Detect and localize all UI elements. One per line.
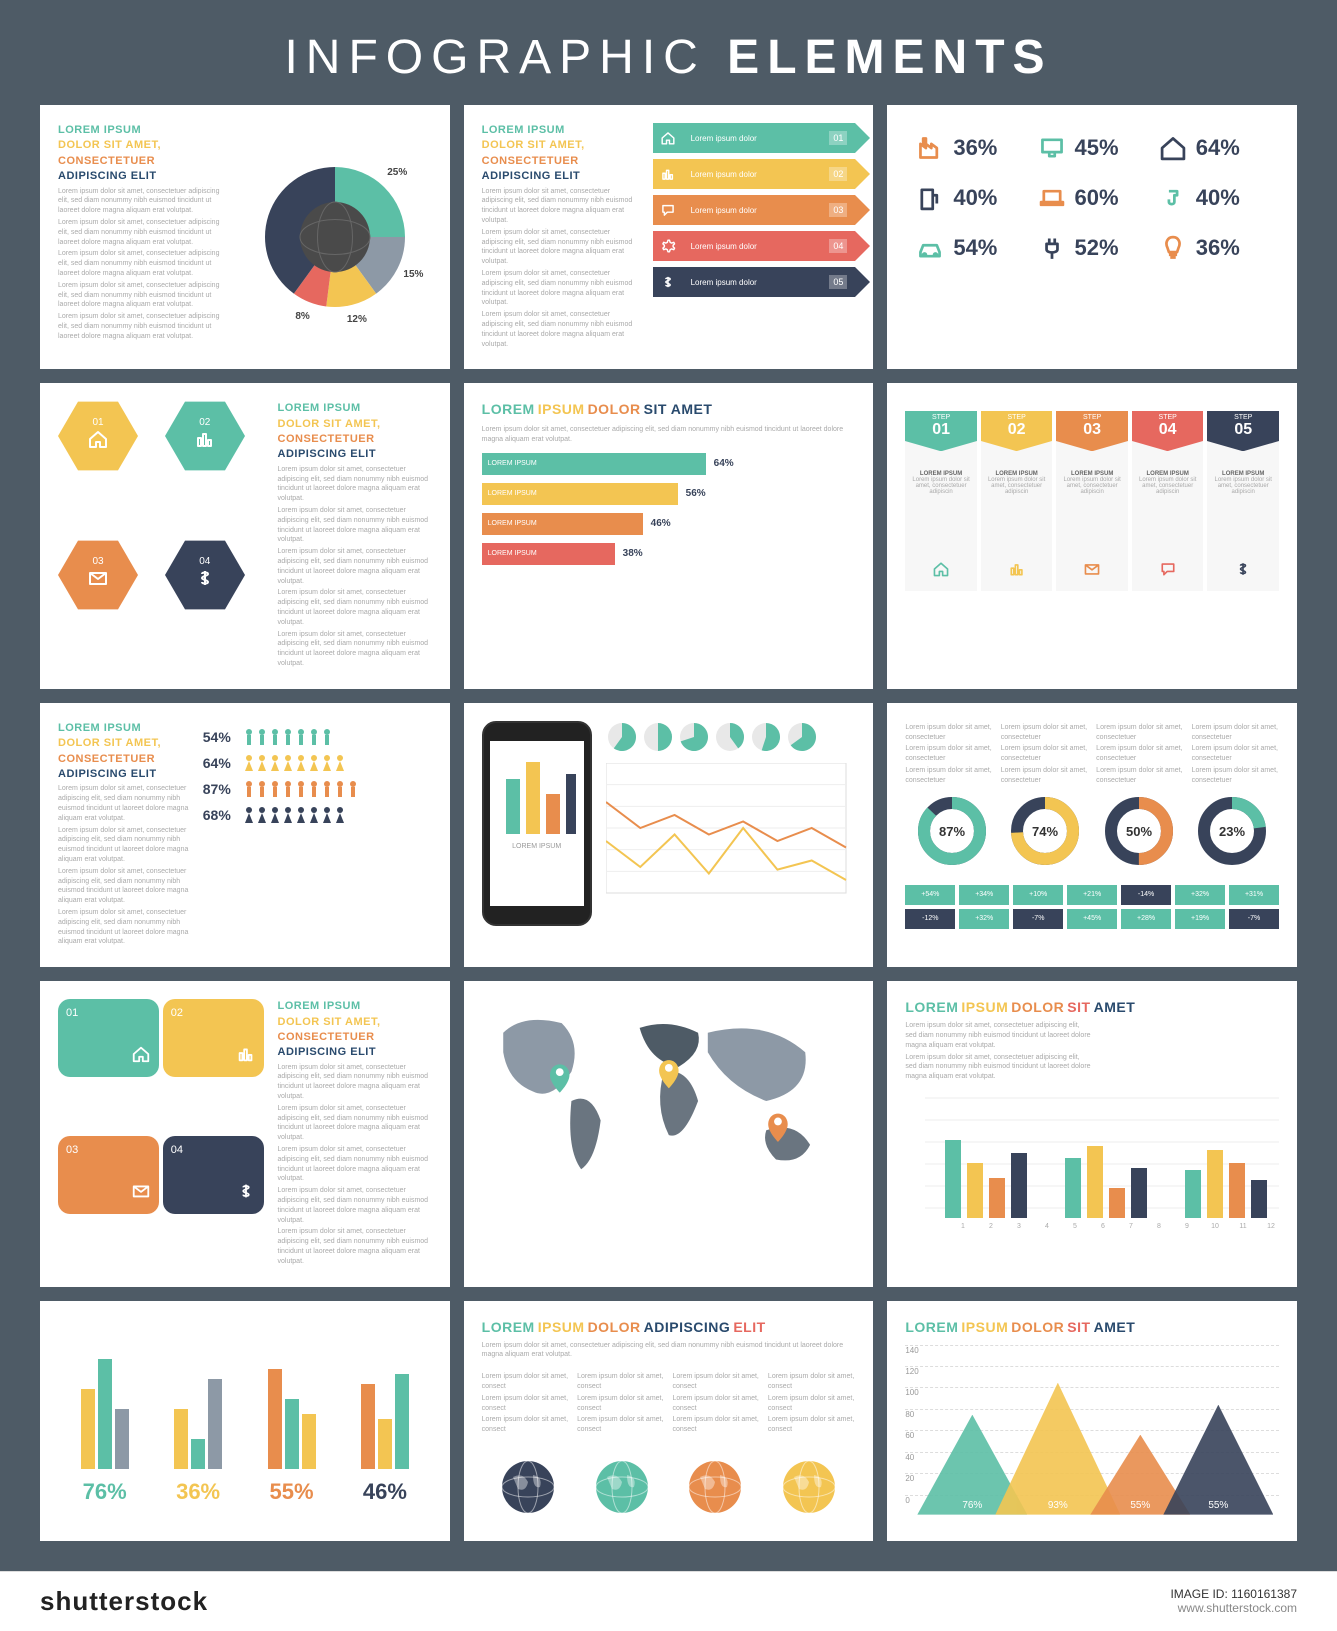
icon-pct-item: 36% [1158,233,1269,263]
hex-grid: 01020304 [58,401,264,671]
icon-pct-item: 52% [1037,233,1148,263]
card-donut: LOREM IPSUMDOLOR SIT AMET,CONSECTETUERAD… [40,105,450,369]
svg-text:87%: 87% [939,824,965,839]
svg-text:50%: 50% [1126,824,1152,839]
square-grid: 01020304 [58,999,264,1269]
title-row: LOREMIPSUMDOLORSIT AMET [482,401,856,417]
globe-row [482,1457,856,1522]
box-grid: +54%+34%+10%+21%-14%+32%+31%-12%+32%-7%+… [905,885,1279,929]
svg-text:4: 4 [1045,1223,1049,1228]
svg-text:8: 8 [1157,1223,1161,1228]
lorem-text: Lorem ipsum dolor sit amet, consectetuer… [905,1021,1092,1082]
title-row: LOREMIPSUMDOLORSITAMET [905,1319,1279,1335]
icon-pct-item: 36% [915,133,1026,163]
title-stack: LOREM IPSUMDOLOR SIT AMET,CONSECTETUERAD… [278,999,432,1061]
icon-pct-item: 45% [1037,133,1148,163]
phone-caption: LOREM IPSUM [498,843,576,850]
svg-text:12%: 12% [347,314,367,325]
image-id: 1160161387 [1231,1587,1297,1601]
footer-meta: IMAGE ID: 1160161387 www.shutterstock.co… [1170,1587,1297,1615]
title-stack: LOREM IPSUMDOLOR SIT AMET,CONSECTETUERAD… [482,123,639,185]
phone-frame: LOREM IPSUM [482,721,592,926]
lorem-text: Lorem ipsum dolor sit amet, consectetuer… [278,1063,432,1267]
svg-text:15%: 15% [403,269,423,280]
svg-text:7: 7 [1129,1223,1133,1228]
lorem-text: Lorem ipsum dolor sit amet, consectetuer… [482,187,639,350]
card-phone: LOREM IPSUM [464,703,874,967]
steps-row: STEP01LOREM IPSUMLorem ipsum dolor sit a… [905,411,1279,591]
world-map [474,991,864,1211]
card-hexagons: 01020304 LOREM IPSUMDOLOR SIT AMET,CONSE… [40,383,450,689]
svg-text:12: 12 [1267,1223,1275,1228]
people-rows: 54%64%87%68% [203,721,432,949]
lorem-text: Lorem ipsum dolor sit amet, consectetuer… [58,784,189,947]
card-world-map [464,981,874,1287]
svg-text:25%: 25% [387,167,407,178]
icon-pct-item: 40% [915,183,1026,213]
card-globes: LOREMIPSUMDOLORADIPISCINGELIT Lorem ipsu… [464,1301,874,1541]
line-chart [606,763,856,903]
svg-text:2: 2 [989,1223,993,1228]
svg-text:11: 11 [1240,1223,1247,1228]
title-light: INFOGRAPHIC [284,31,705,84]
card-arrows: LOREM IPSUMDOLOR SIT AMET,CONSECTETUERAD… [464,105,874,369]
svg-text:74%: 74% [1032,824,1058,839]
icon-pct-grid: 36% 45% 64% 40% 60% 40% 54% 52% 36% [905,123,1279,273]
footer-logo: shutterstock [40,1586,208,1617]
mini-pies [606,721,856,753]
pct-row: 76%36%55%46% [58,1479,432,1505]
card-grouped-bars: LOREMIPSUMDOLORSITAMET Lorem ipsum dolor… [887,981,1297,1287]
icon-pct-item: 64% [1158,133,1269,163]
svg-text:6: 6 [1101,1223,1105,1228]
icon-pct-item: 54% [915,233,1026,263]
title-stack: LOREM IPSUMDOLOR SIT AMET,CONSECTETUERAD… [58,123,226,185]
svg-text:9: 9 [1185,1223,1189,1228]
svg-text:1: 1 [961,1223,965,1228]
phone-bar-chart [498,749,576,834]
hbar-list: LOREM IPSUM64%LOREM IPSUM56%LOREM IPSUM4… [482,453,856,565]
footer-url: www.shutterstock.com [1170,1601,1297,1615]
card-people: LOREM IPSUMDOLOR SIT AMET,CONSECTETUERAD… [40,703,450,967]
svg-text:5: 5 [1073,1223,1077,1228]
lorem-text: Lorem ipsum dolor sit amet, consectetuer… [278,465,432,669]
donut-row: 87% 74% 50% 23% [905,796,1279,871]
card-squares: 01020304 LOREM IPSUMDOLOR SIT AMET,CONSE… [40,981,450,1287]
svg-text:8%: 8% [295,311,310,322]
icon-pct-item: 60% [1037,183,1148,213]
svg-text:23%: 23% [1219,824,1245,839]
page-header: INFOGRAPHIC ELEMENTS [0,0,1337,105]
icon-pct-item: 40% [1158,183,1269,213]
svg-text:3: 3 [1017,1223,1021,1228]
grouped-bar-chart: 123456789101112 [905,1088,1279,1228]
triangle-chart: 02040608010012014076%93%55%55% [905,1345,1279,1515]
lorem-text: Lorem ipsum dolor sit amet, consectetuer… [58,187,226,342]
title-row: LOREMIPSUMDOLORSITAMET [905,999,1279,1015]
title-stack: LOREM IPSUMDOLOR SIT AMET,CONSECTETUERAD… [58,721,189,783]
card-hbars: LOREMIPSUMDOLORSIT AMET Lorem ipsum dolo… [464,383,874,689]
lorem-text: Lorem ipsum dolor sit amet, consectetuer… [482,1341,856,1361]
globe-cols: Lorem ipsum dolor sit amet, consectLorem… [482,1370,856,1437]
lorem-text: Lorem ipsum dolor sit amet, consectetuer… [482,425,856,445]
card-steps: STEP01LOREM IPSUMLorem ipsum dolor sit a… [887,383,1297,689]
image-id-label: IMAGE ID: [1170,1587,1227,1601]
title-bold: ELEMENTS [727,31,1052,84]
card-triangles: LOREMIPSUMDOLORSITAMET 02040608010012014… [887,1301,1297,1541]
card-grid: LOREM IPSUMDOLOR SIT AMET,CONSECTETUERAD… [0,105,1337,1571]
title-stack: LOREM IPSUMDOLOR SIT AMET,CONSECTETUERAD… [278,401,432,463]
footer: shutterstock IMAGE ID: 1160161387 www.sh… [0,1571,1337,1631]
title-row: LOREMIPSUMDOLORADIPISCINGELIT [482,1319,856,1335]
desc-cols: Lorem ipsum dolor sit amet, consectetuer… [905,721,1279,788]
card-donuts-boxes: Lorem ipsum dolor sit amet, consectetuer… [887,703,1297,967]
card-icon-pct: 36% 45% 64% 40% 60% 40% 54% 52% 36% [887,105,1297,369]
card-barsets-pct: 76%36%55%46% [40,1301,450,1541]
svg-text:10: 10 [1211,1223,1219,1228]
donut-chart: 25% 15% 12% 8% [240,142,430,332]
arrow-list: Lorem ipsum dolor01Lorem ipsum dolor02Lo… [653,123,856,351]
bar-sets [58,1319,432,1469]
